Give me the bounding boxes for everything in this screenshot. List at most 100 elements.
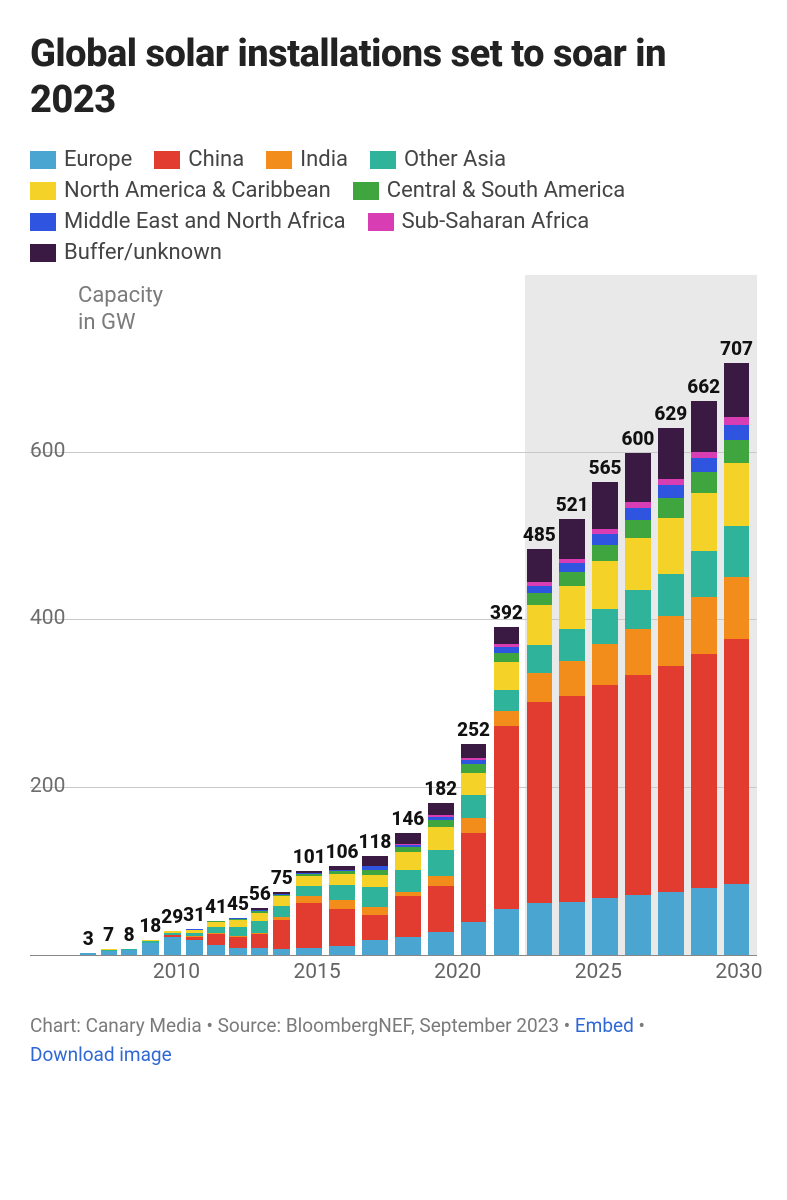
bar-column: 182	[424, 777, 457, 955]
bar-segment-other_asia	[724, 526, 750, 576]
stacked-bar	[461, 744, 487, 955]
bar-column: 29	[161, 905, 183, 955]
legend-swatch	[30, 244, 56, 262]
bar-segment-europe	[428, 932, 454, 955]
bar-segment-nac	[559, 586, 585, 630]
stacked-bar	[121, 949, 137, 956]
stacked-bar	[527, 549, 553, 955]
legend-item: China	[154, 147, 244, 172]
bar-total-label: 485	[523, 523, 556, 546]
bar-column: 75	[271, 866, 293, 955]
bar-segment-europe	[527, 903, 553, 955]
bar-segment-other_asia	[296, 886, 322, 896]
bar-segment-nac	[296, 876, 322, 886]
bar-segment-europe	[461, 922, 487, 956]
bar-segment-china	[559, 696, 585, 901]
bar-column: 252	[457, 718, 490, 955]
legend-label: Middle East and North Africa	[64, 209, 346, 234]
x-tick-label: 2015	[293, 960, 340, 984]
page-title: Global solar installations set to soar i…	[30, 32, 757, 123]
bar-column: 3	[78, 927, 98, 956]
bar-segment-china	[362, 915, 388, 940]
bar-segment-nac	[362, 875, 388, 887]
bar-segment-china	[625, 675, 651, 895]
bar-segment-europe	[101, 951, 117, 956]
x-tick-label: 2025	[575, 960, 622, 984]
bar-segment-nac	[329, 874, 355, 885]
bar-segment-buffer	[527, 549, 553, 583]
bar-segment-buffer	[395, 833, 421, 844]
bar-segment-ssa	[724, 417, 750, 425]
stacked-bar	[395, 833, 421, 955]
legend-item: Other Asia	[370, 147, 506, 172]
bar-total-label: 41	[205, 895, 227, 918]
bar-segment-europe	[559, 902, 585, 956]
bar-segment-china	[296, 903, 322, 947]
legend-swatch	[30, 182, 56, 200]
bar-segment-india	[527, 673, 553, 702]
bar-segment-europe	[121, 950, 137, 955]
embed-link[interactable]: Embed	[575, 1014, 634, 1037]
download-image-link[interactable]: Download image	[30, 1043, 172, 1066]
bar-segment-other_asia	[229, 927, 246, 936]
bar-column: 45	[227, 892, 249, 956]
bar-column: 41	[205, 895, 227, 955]
bar-segment-europe	[207, 945, 224, 955]
x-tick-label: 2030	[715, 960, 762, 984]
bar-column: 146	[391, 807, 424, 955]
legend-swatch	[368, 213, 394, 231]
y-axis-label-line1: Capacity	[78, 283, 163, 309]
chart: Capacity in GW Projected 200400600 37818…	[30, 335, 757, 994]
bar-segment-mena	[658, 485, 684, 498]
bar-segment-india	[329, 900, 355, 909]
bar-total-label: 45	[227, 892, 249, 915]
bar-segment-europe	[658, 892, 684, 955]
bar-total-label: 521	[556, 493, 589, 516]
bar-total-label: 7	[103, 923, 114, 946]
legend-label: Other Asia	[404, 147, 506, 172]
bar-column: 662	[687, 375, 720, 956]
bar-segment-china	[229, 937, 246, 948]
bar-segment-csa	[592, 545, 618, 561]
bar-column: 521	[556, 493, 589, 955]
bar-segment-china	[592, 685, 618, 899]
stacked-bar	[658, 428, 684, 955]
bar-segment-europe	[80, 953, 96, 955]
bar-segment-other_asia	[273, 906, 290, 917]
bar-segment-china	[494, 726, 520, 909]
stacked-bar	[724, 363, 750, 955]
bar-segment-mena	[724, 425, 750, 440]
y-axis-label: Capacity in GW	[78, 283, 163, 336]
bar-segment-buffer	[559, 519, 585, 559]
chart-footer: Chart: Canary Media • Source: BloombergN…	[30, 1012, 757, 1069]
bar-segment-europe	[691, 888, 717, 955]
legend-label: North America & Caribbean	[64, 178, 331, 203]
bar-column: 600	[622, 427, 655, 956]
bar-segment-other_asia	[461, 795, 487, 818]
bar-segment-csa	[625, 520, 651, 538]
legend-item: Central & South America	[353, 178, 625, 203]
bar-total-label: 392	[490, 601, 523, 624]
bar-segment-india	[296, 896, 322, 904]
legend-label: Central & South America	[387, 178, 625, 203]
bar-segment-nac	[658, 518, 684, 574]
bar-total-label: 29	[161, 905, 183, 928]
stacked-bar	[207, 921, 224, 955]
chart-plot-area: 200400600 378182931414556751011061181461…	[30, 335, 757, 956]
stacked-bar	[559, 519, 585, 955]
bar-segment-mena	[691, 458, 717, 471]
legend-item: Europe	[30, 147, 132, 172]
bar-segment-ssa	[658, 479, 684, 486]
stacked-bar	[592, 482, 618, 955]
bar-segment-buffer	[691, 401, 717, 452]
bar-segment-china	[658, 666, 684, 892]
bar-total-label: 252	[457, 718, 490, 741]
legend-label: Europe	[64, 147, 132, 172]
bar-segment-csa	[559, 572, 585, 585]
bar-total-label: 629	[654, 402, 687, 425]
stacked-bar	[142, 940, 159, 955]
bar-segment-china	[207, 934, 224, 945]
bar-column: 101	[293, 845, 326, 956]
bar-segment-buffer	[461, 744, 487, 758]
stacked-bar	[625, 453, 651, 956]
